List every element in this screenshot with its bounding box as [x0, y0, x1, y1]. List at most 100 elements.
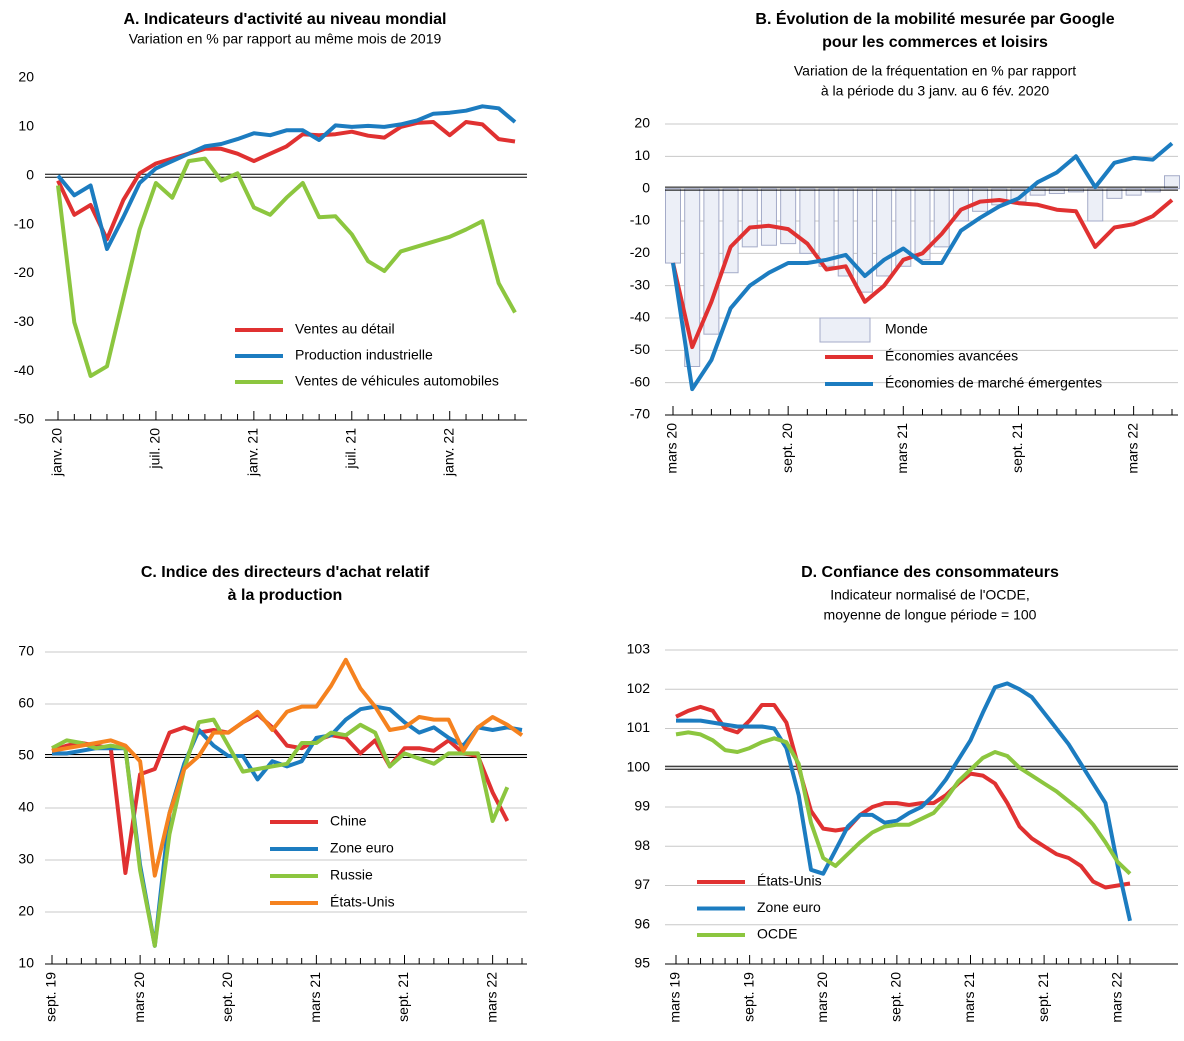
legend-label: Économies de marché émergentes — [885, 375, 1102, 391]
legend-swatch — [819, 317, 871, 343]
y-tick-label: 30 — [18, 851, 34, 867]
line-series — [51, 657, 524, 878]
x-tick-label: mars 20 — [814, 972, 830, 1023]
y-tick-label: -50 — [14, 411, 34, 427]
line-series — [675, 730, 1132, 876]
bar — [818, 188, 835, 267]
x-tick-label: mars 22 — [1108, 972, 1124, 1023]
x-tick-label: mars 21 — [961, 972, 977, 1023]
line-series — [56, 156, 517, 378]
x-tick-label: sept. 19 — [43, 972, 59, 1022]
line-series — [675, 703, 1131, 890]
y-tick-label: 102 — [627, 680, 651, 696]
x-tick-label: juil. 21 — [342, 428, 358, 470]
y-tick-label: -70 — [630, 406, 650, 422]
y-tick-label: 20 — [18, 69, 34, 85]
chart-title: à la production — [228, 587, 343, 604]
x-tick-label: sept. 19 — [740, 972, 756, 1022]
chart-subtitle: Variation de la fréquentation en % par r… — [794, 63, 1076, 79]
y-tick-label: 103 — [627, 641, 651, 657]
y-tick-label: -30 — [14, 313, 34, 329]
x-tick-label: mars 20 — [664, 423, 680, 474]
y-tick-label: -30 — [630, 276, 650, 292]
y-tick-label: 20 — [18, 903, 34, 919]
y-tick-label: -20 — [14, 264, 34, 280]
chart-subtitle: moyenne de longue période = 100 — [824, 607, 1037, 623]
bar — [1087, 188, 1104, 222]
legend-label: Zone euro — [757, 899, 821, 915]
legend-label: Production industrielle — [295, 347, 433, 363]
legend-label: États-Unis — [757, 873, 822, 889]
x-tick-label: sept. 21 — [395, 972, 411, 1022]
x-tick-label: juil. 20 — [147, 428, 163, 470]
line-series — [671, 198, 1174, 350]
y-tick-label: 10 — [634, 147, 650, 163]
y-tick-label: 50 — [18, 747, 34, 763]
legend-label: Ventes au détail — [295, 321, 395, 337]
bar — [760, 188, 777, 246]
bar — [665, 188, 681, 264]
y-tick-label: -20 — [630, 244, 650, 260]
x-tick-label: sept. 21 — [1009, 423, 1025, 473]
bar — [1029, 188, 1046, 196]
x-tick-label: mars 22 — [483, 972, 499, 1023]
chart-subtitle: Indicateur normalisé de l'OCDE, — [830, 587, 1030, 603]
bar — [741, 188, 758, 248]
bar — [1106, 188, 1123, 199]
legend-label: Chine — [330, 813, 367, 829]
line-series — [676, 681, 1132, 922]
x-tick-label: mars 20 — [131, 972, 147, 1023]
x-tick-label: mars 21 — [307, 972, 323, 1023]
y-tick-label: 95 — [634, 955, 650, 971]
y-tick-label: 0 — [642, 179, 650, 195]
x-tick-label: janv. 21 — [245, 428, 261, 477]
bar — [1125, 188, 1142, 196]
y-tick-label: 96 — [634, 915, 650, 931]
y-tick-label: -40 — [630, 309, 650, 325]
y-tick-label: 99 — [634, 798, 650, 814]
bar — [895, 188, 912, 267]
bar — [799, 188, 816, 254]
x-tick-label: janv. 22 — [440, 428, 456, 477]
chart-subtitle: à la période du 3 janv. au 6 fév. 2020 — [821, 83, 1050, 99]
y-tick-label: -10 — [14, 215, 34, 231]
y-tick-label: 98 — [634, 837, 650, 853]
y-tick-label: -10 — [630, 212, 650, 228]
x-tick-label: mars 21 — [894, 423, 910, 474]
x-tick-label: sept. 20 — [219, 972, 235, 1022]
legend-label: Ventes de véhicules automobiles — [295, 373, 499, 389]
legend-label: Russie — [330, 867, 373, 883]
y-tick-label: 101 — [627, 719, 651, 735]
legend-label: Économies avancées — [885, 348, 1018, 364]
y-tick-label: 0 — [26, 166, 34, 182]
line-series — [51, 712, 510, 875]
y-tick-label: 100 — [627, 758, 651, 774]
chart-title: D. Confiance des consommateurs — [801, 564, 1059, 581]
chart-title: B. Évolution de la mobilité mesurée par … — [755, 9, 1114, 28]
bar — [914, 188, 931, 261]
y-tick-label: 70 — [18, 643, 34, 659]
x-tick-label: sept. 20 — [779, 423, 795, 473]
bar — [876, 188, 893, 277]
y-tick-label: 97 — [634, 876, 650, 892]
legend-label: Monde — [885, 321, 928, 337]
line-series — [51, 717, 510, 948]
x-tick-label: mars 19 — [667, 972, 683, 1023]
legend-label: États-Unis — [330, 894, 395, 910]
chart-subtitle: Variation en % par rapport au même mois … — [129, 31, 442, 47]
y-tick-label: -40 — [14, 362, 34, 378]
line-series — [671, 141, 1174, 392]
legend-label: Zone euro — [330, 840, 394, 856]
bar — [703, 188, 720, 335]
chart-title: pour les commerces et loisirs — [822, 34, 1048, 51]
line-series — [56, 104, 517, 251]
line-series — [56, 120, 516, 242]
y-tick-label: 10 — [18, 955, 34, 971]
x-tick-label: sept. 20 — [888, 972, 904, 1022]
y-tick-label: 10 — [18, 118, 34, 134]
x-tick-label: sept. 21 — [1035, 972, 1051, 1022]
bar — [856, 188, 873, 293]
bar — [1164, 175, 1180, 190]
y-tick-label: 40 — [18, 799, 34, 815]
y-tick-label: 60 — [18, 695, 34, 711]
